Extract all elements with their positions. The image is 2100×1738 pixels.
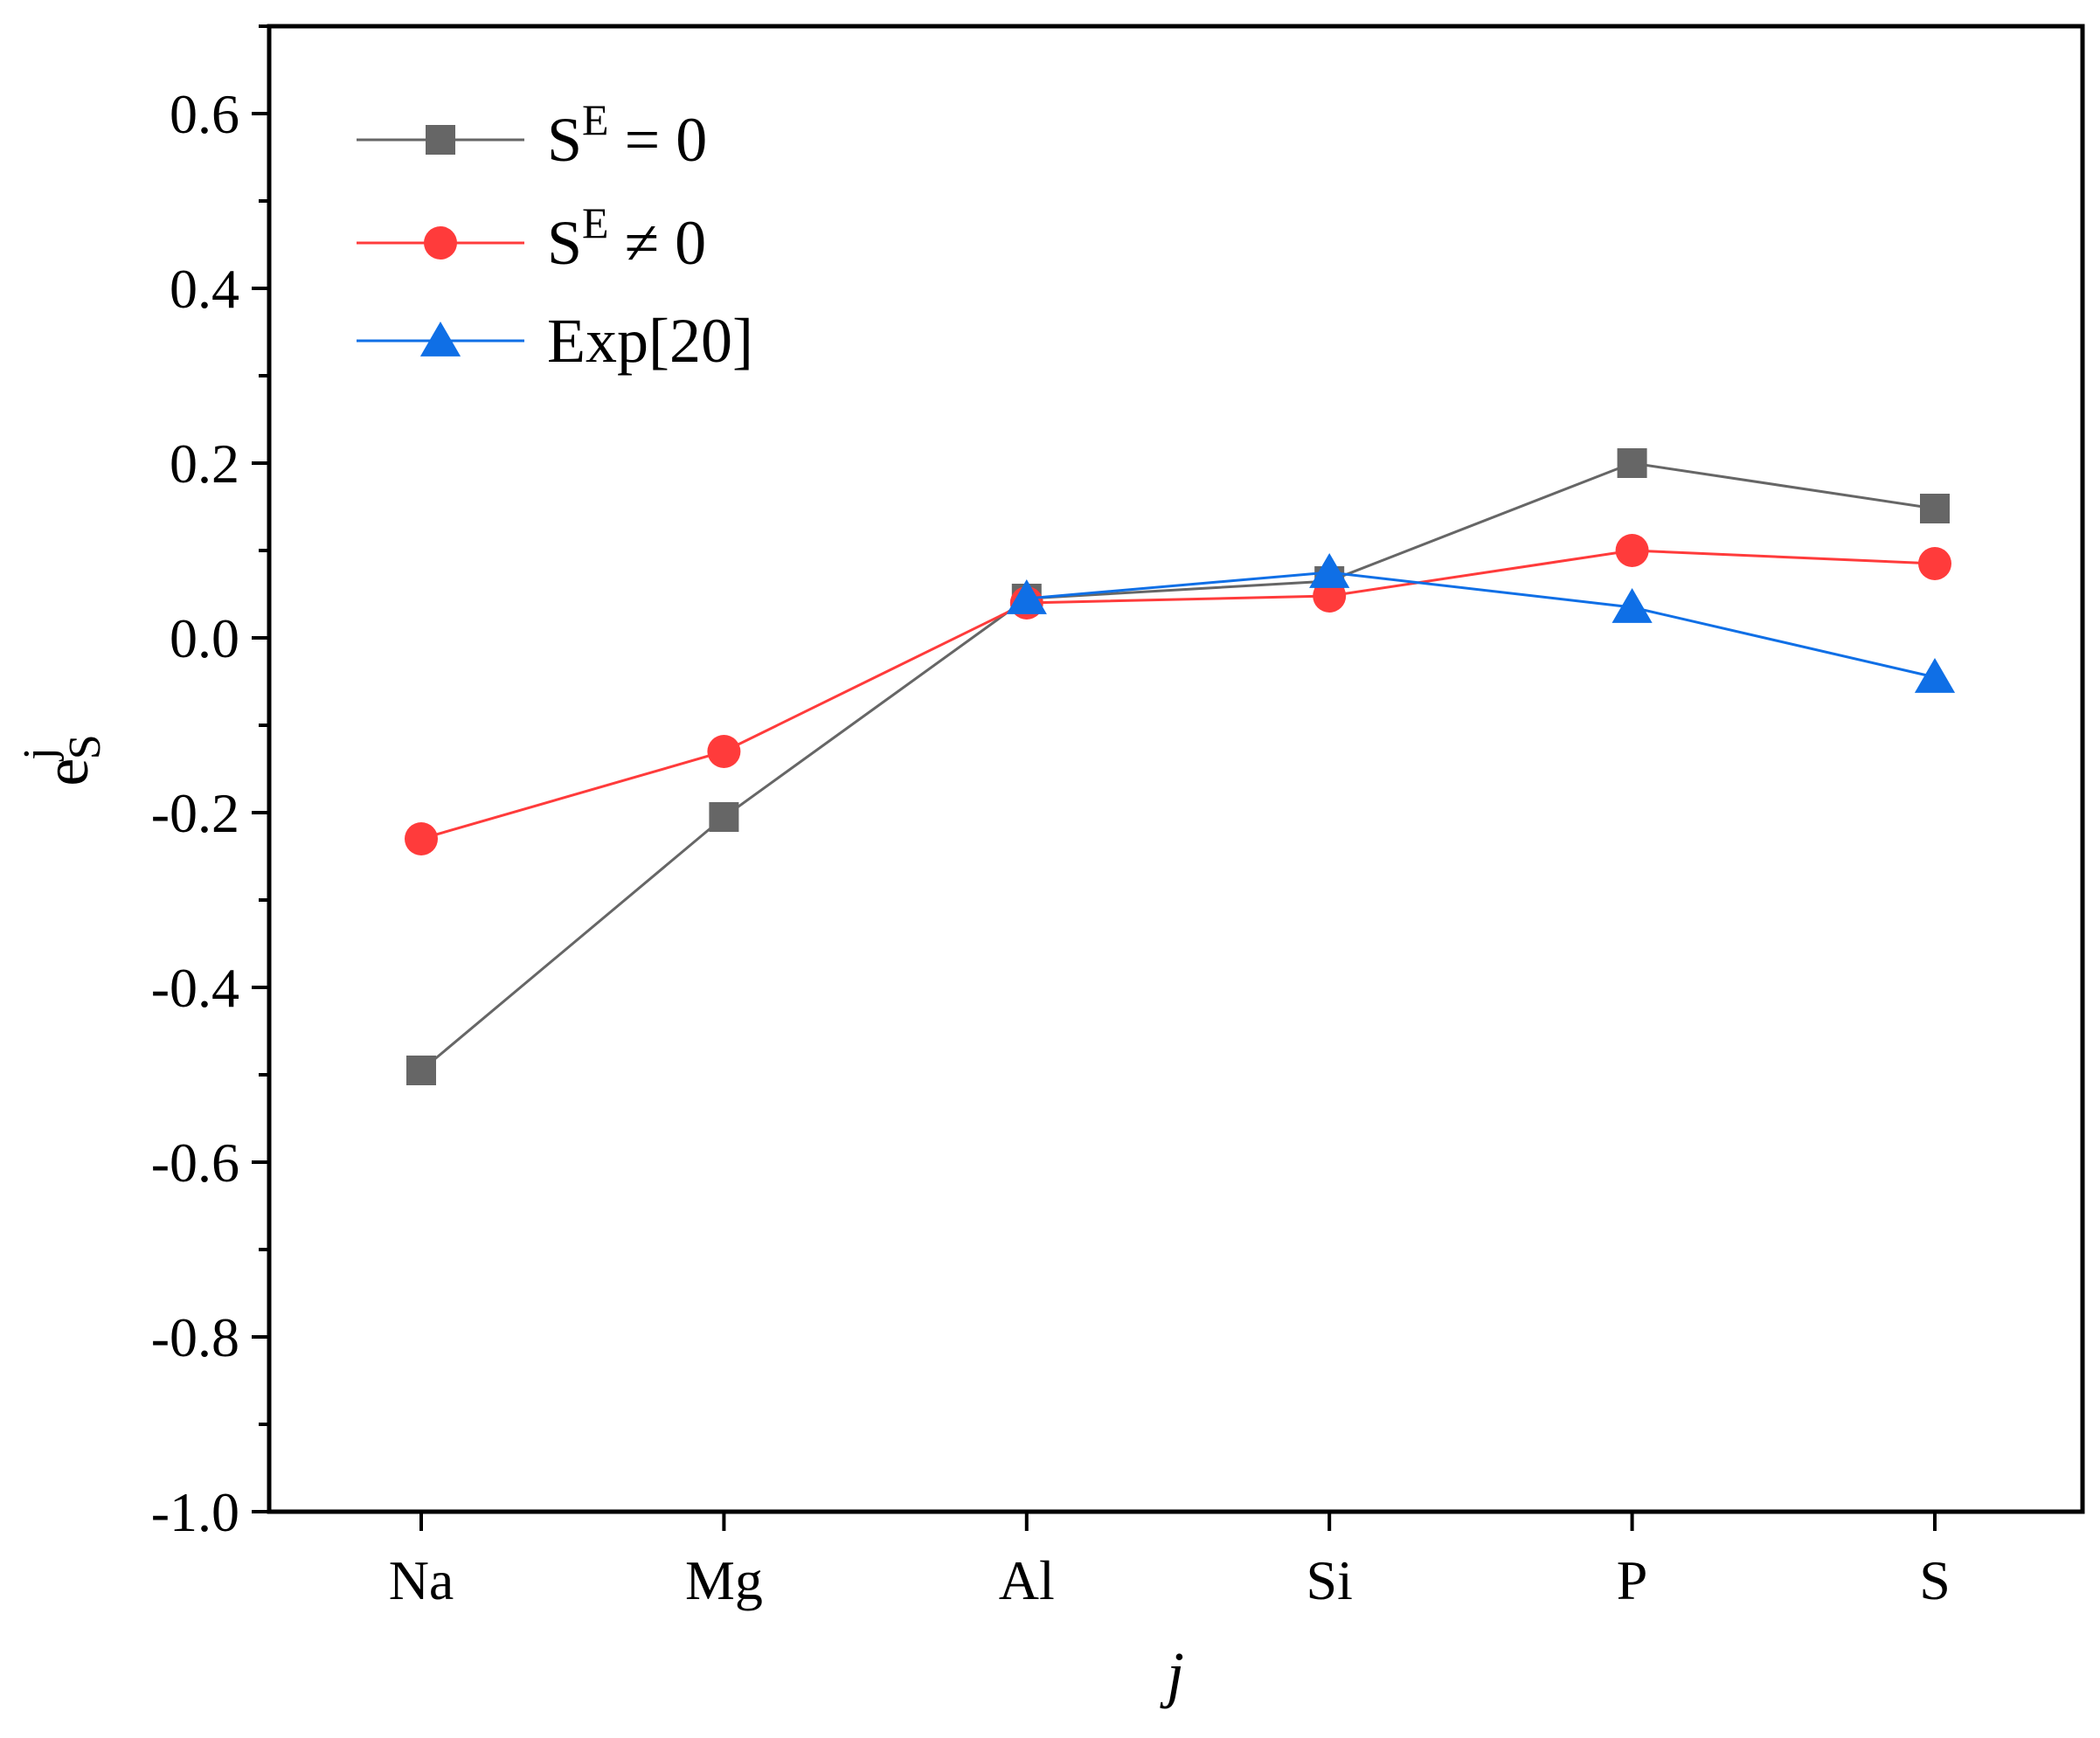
x-tick-label: Mg: [685, 1549, 763, 1611]
plot-frame: [267, 24, 2085, 1514]
data-point: [1611, 587, 1653, 623]
y-axis-title-superscript: j: [15, 747, 65, 761]
series-1: [405, 534, 1951, 855]
legend-marker: [419, 321, 461, 357]
legend-marker: [424, 226, 457, 260]
x-tick-label: Si: [1306, 1549, 1353, 1611]
y-tick-label: 0.4: [170, 258, 239, 320]
x-axis: Na Mg Al Si P S: [389, 1512, 1951, 1611]
x-axis-title: j: [1160, 1639, 1184, 1709]
x-tick-label: Na: [389, 1549, 454, 1611]
x-tick-label: P: [1617, 1549, 1648, 1611]
legend-marker: [426, 125, 455, 155]
data-point: [707, 735, 741, 768]
y-tick-label: 0.6: [170, 83, 239, 145]
data-point: [1918, 547, 1951, 580]
y-axis-title: ejS: [15, 734, 110, 786]
y-axis: -1.0 -0.8 -0.6 -0.4 -0.2 0.0 0.2 0.4 0.6: [151, 24, 269, 1543]
y-tick-label: -0.6: [151, 1132, 239, 1194]
legend-item-1: SE ≠ 0: [357, 198, 706, 278]
y-tick-label: -1.0: [151, 1481, 239, 1543]
series-line: [420, 461, 1936, 1072]
data-point: [1006, 578, 1047, 614]
data-point: [405, 822, 438, 855]
series-0: [406, 448, 1950, 1085]
y-tick-label: 0.2: [170, 433, 239, 495]
y-tick-label: -0.8: [151, 1306, 239, 1368]
data-point: [1309, 552, 1350, 588]
y-axis-title-base: e: [31, 758, 101, 786]
y-axis-title-subscript: S: [60, 734, 110, 759]
x-tick-label: S: [1919, 1549, 1951, 1611]
y-tick-label: 0.0: [170, 607, 239, 669]
y-tick-label: -0.2: [151, 782, 239, 844]
legend-item-2: Exp[20]: [357, 306, 753, 376]
legend: SE = 0 SE ≠ 0 Exp[20]: [357, 95, 753, 376]
data-point: [709, 802, 739, 832]
legend-label: SE = 0: [547, 95, 707, 175]
legend-label: SE ≠ 0: [547, 198, 706, 278]
series-line: [420, 549, 1936, 841]
data-point: [1914, 657, 1956, 693]
series-2: [1006, 552, 1956, 693]
data-point: [406, 1056, 436, 1085]
series-line: [1026, 571, 1936, 679]
legend-label: Exp[20]: [547, 306, 753, 376]
data-point: [1615, 534, 1649, 567]
x-tick-label: Al: [999, 1549, 1055, 1611]
data-point: [1920, 494, 1950, 523]
data-point: [1617, 448, 1647, 478]
legend-item-0: SE = 0: [357, 95, 707, 175]
y-tick-label: -0.4: [151, 957, 239, 1019]
svg-text:ejS: ejS: [15, 734, 110, 786]
series-layer: [405, 448, 1956, 1085]
